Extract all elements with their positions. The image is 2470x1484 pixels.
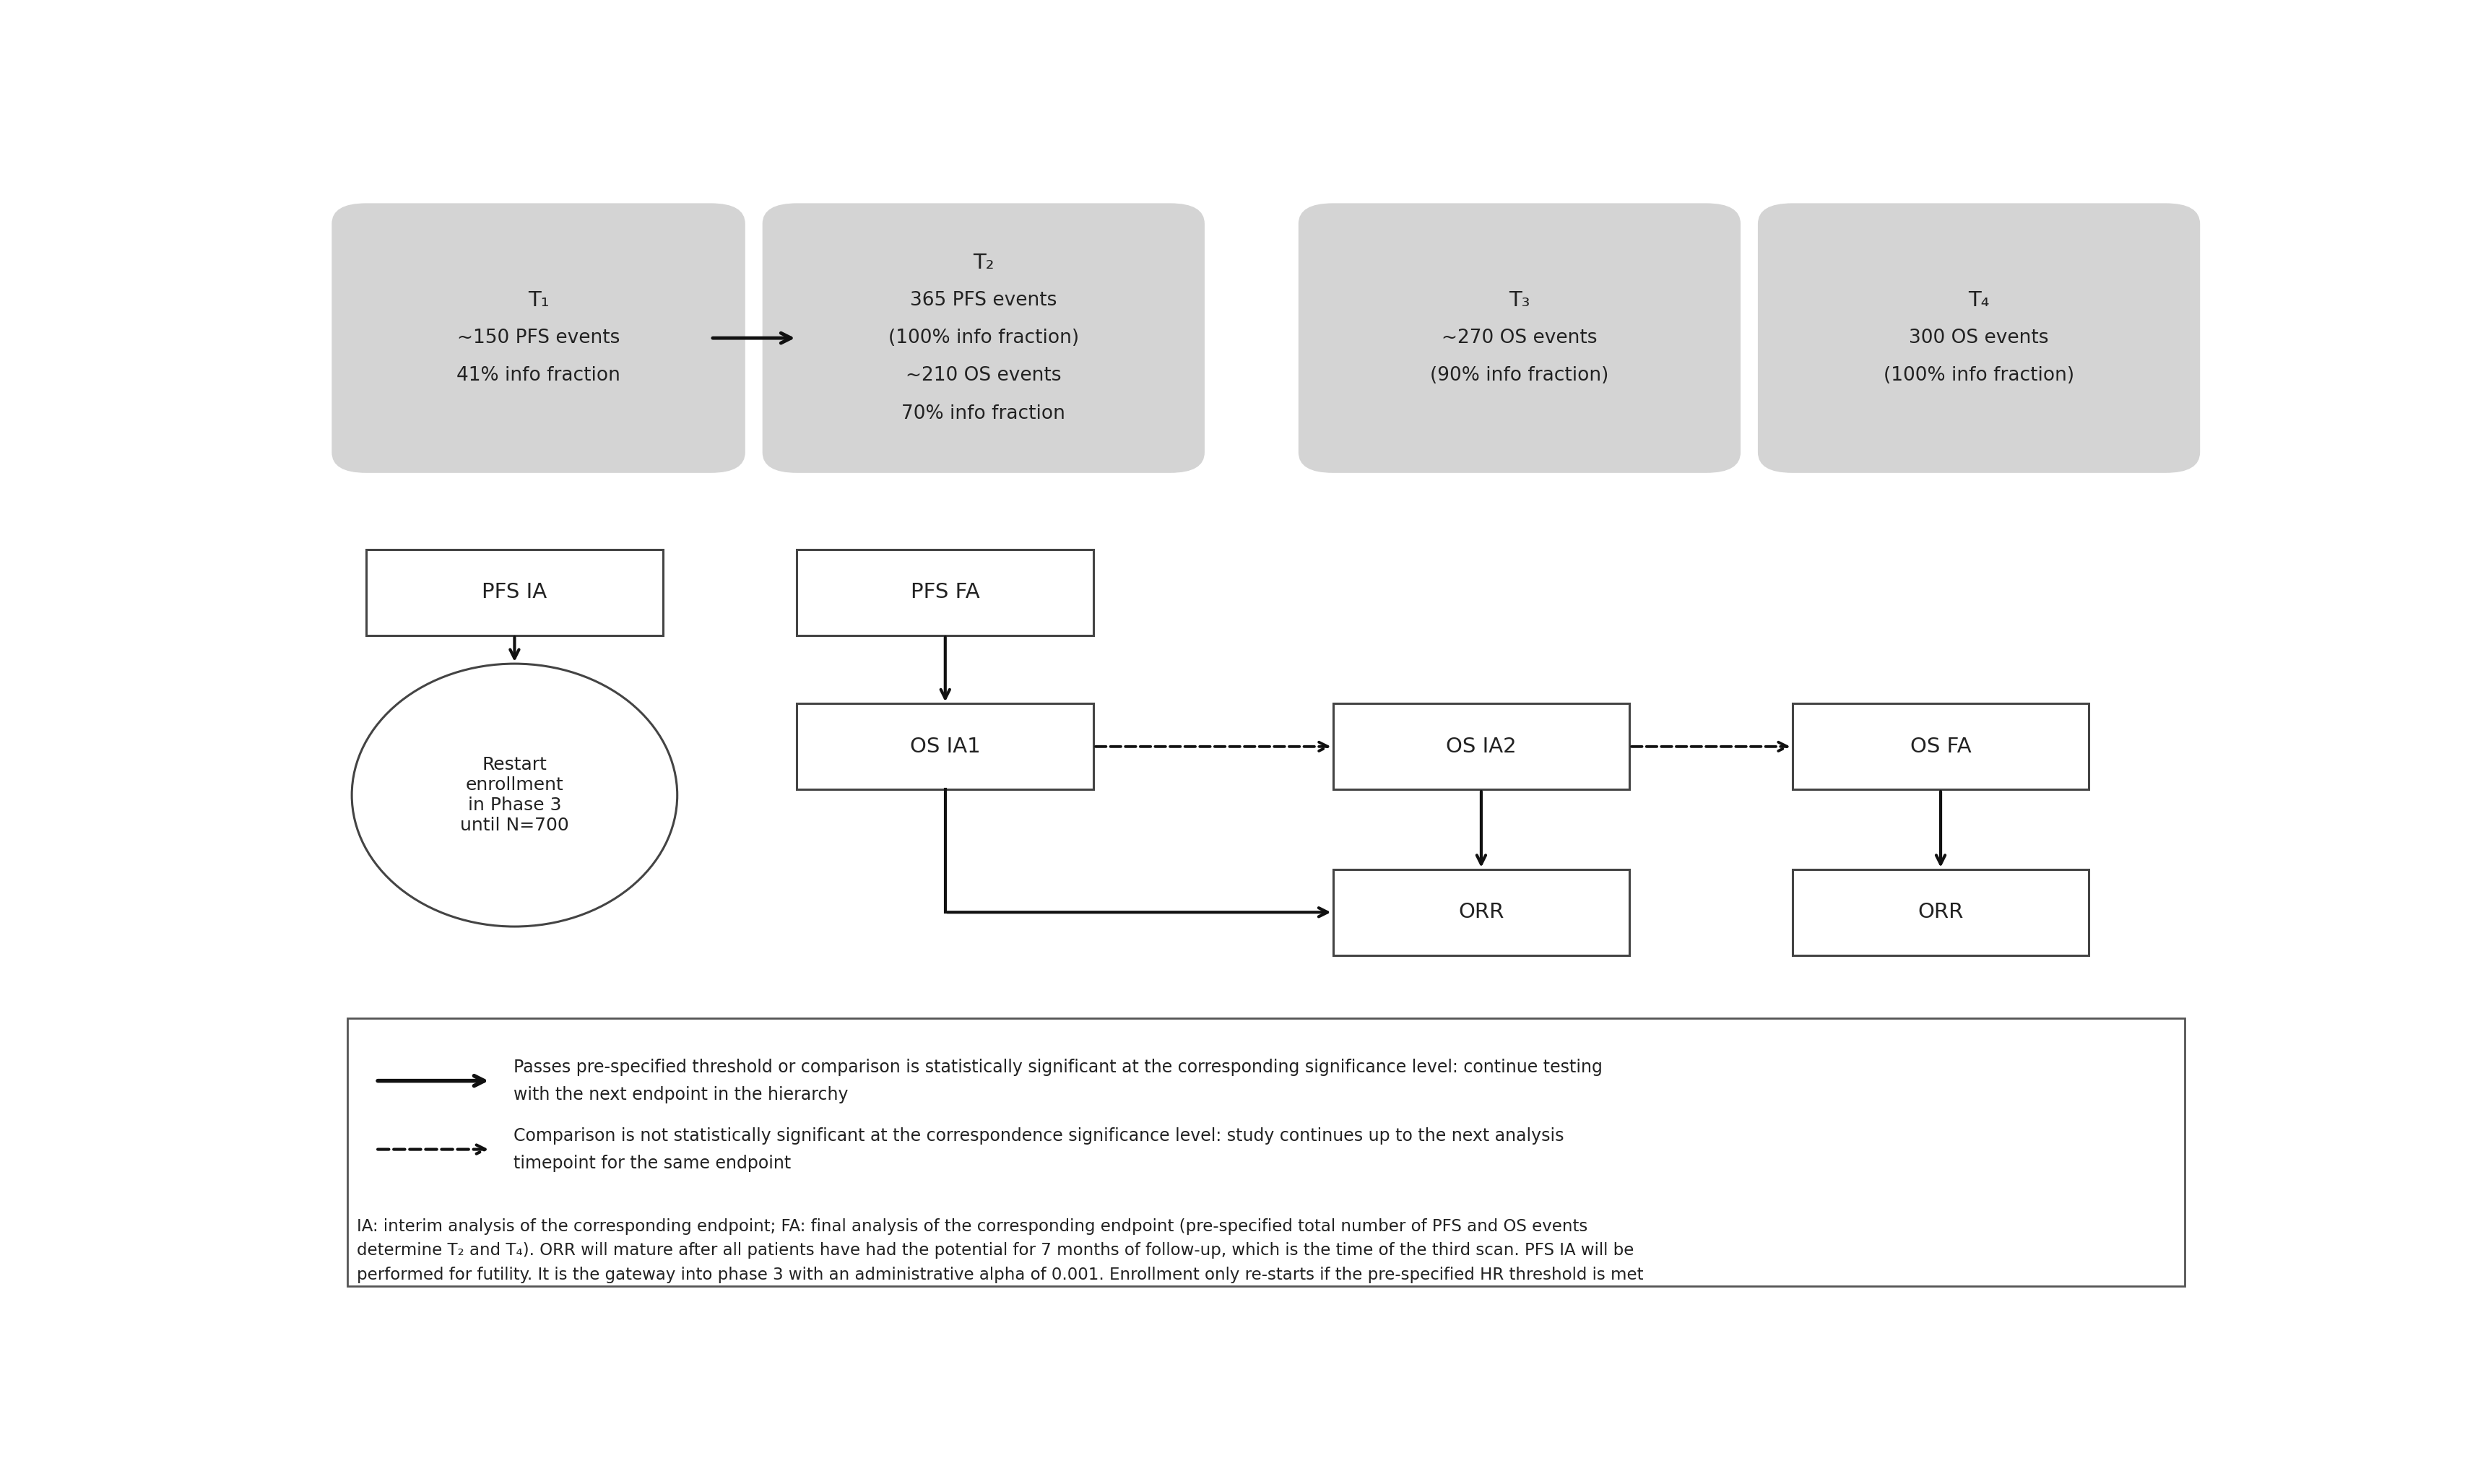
Text: OS FA: OS FA: [1909, 736, 1971, 757]
FancyBboxPatch shape: [346, 1018, 2183, 1287]
Text: T₁: T₁: [529, 291, 548, 310]
Text: ~150 PFS events: ~150 PFS events: [457, 328, 620, 347]
Text: OS IA2: OS IA2: [1445, 736, 1517, 757]
Text: Passes pre-specified threshold or comparison is statistically significant at the: Passes pre-specified threshold or compar…: [514, 1058, 1603, 1076]
FancyBboxPatch shape: [798, 703, 1094, 789]
Ellipse shape: [351, 663, 677, 926]
Text: Comparison is not statistically significant at the correspondence significance l: Comparison is not statistically signific…: [514, 1126, 1564, 1144]
FancyBboxPatch shape: [763, 203, 1205, 473]
Text: T₄: T₄: [1969, 291, 1988, 310]
FancyBboxPatch shape: [1334, 870, 1630, 956]
Text: (90% info fraction): (90% info fraction): [1430, 367, 1608, 386]
Text: PFS IA: PFS IA: [482, 582, 546, 603]
Text: ~210 OS events: ~210 OS events: [906, 367, 1062, 386]
Text: 300 OS events: 300 OS events: [1909, 328, 2048, 347]
Text: T₃: T₃: [1509, 291, 1529, 310]
Text: PFS FA: PFS FA: [911, 582, 981, 603]
Text: with the next endpoint in the hierarchy: with the next endpoint in the hierarchy: [514, 1086, 847, 1103]
FancyBboxPatch shape: [1299, 203, 1741, 473]
Text: IA: interim analysis of the corresponding endpoint; FA: final analysis of the co: IA: interim analysis of the correspondin…: [356, 1218, 1643, 1284]
Text: ORR: ORR: [1917, 902, 1964, 923]
Text: ~270 OS events: ~270 OS events: [1442, 328, 1598, 347]
FancyBboxPatch shape: [1793, 870, 2090, 956]
Text: T₂: T₂: [973, 252, 995, 273]
FancyBboxPatch shape: [1793, 703, 2090, 789]
FancyBboxPatch shape: [798, 549, 1094, 635]
Text: 41% info fraction: 41% info fraction: [457, 367, 620, 386]
Text: (100% info fraction): (100% info fraction): [889, 328, 1079, 347]
Text: (100% info fraction): (100% info fraction): [1885, 367, 2075, 386]
FancyBboxPatch shape: [1334, 703, 1630, 789]
Text: Restart
enrollment
in Phase 3
until N=700: Restart enrollment in Phase 3 until N=70…: [459, 757, 568, 834]
Text: 365 PFS events: 365 PFS events: [909, 291, 1057, 310]
Text: 70% info fraction: 70% info fraction: [902, 404, 1065, 423]
Text: OS IA1: OS IA1: [909, 736, 981, 757]
FancyBboxPatch shape: [331, 203, 746, 473]
FancyBboxPatch shape: [366, 549, 662, 635]
Text: timepoint for the same endpoint: timepoint for the same endpoint: [514, 1155, 790, 1172]
FancyBboxPatch shape: [1759, 203, 2201, 473]
Text: ORR: ORR: [1457, 902, 1504, 923]
